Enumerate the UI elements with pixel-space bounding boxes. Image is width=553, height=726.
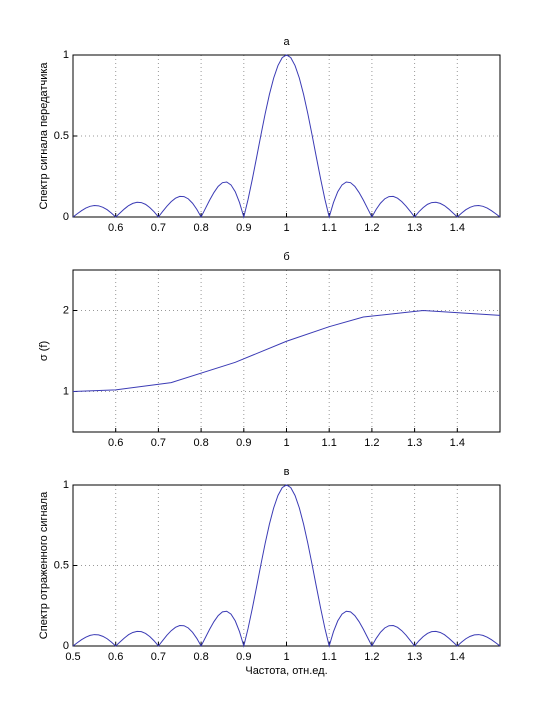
data-line [72, 54, 501, 219]
y-axis-label: Спектр отраженного сигнала [38, 491, 50, 639]
x-tick-label: 0.9 [236, 437, 251, 449]
x-tick-label: 1 [283, 437, 289, 449]
x-tick-label: 0.9 [236, 222, 251, 234]
x-tick-label: 1 [283, 222, 289, 234]
y-tick-label: 0 [63, 211, 69, 223]
y-tick-label: 0.5 [54, 559, 69, 571]
x-tick-label: 0.6 [108, 651, 123, 663]
plot-frame [72, 269, 501, 433]
chart-title: а [283, 36, 290, 48]
y-tick-label: 0 [63, 640, 69, 652]
x-tick-label: 1.1 [322, 222, 337, 234]
x-tick-label: 1.3 [407, 437, 422, 449]
x-axis-label: Частота, отн.ед. [245, 665, 327, 677]
y-tick-label: 2 [63, 304, 69, 316]
x-tick-label: 1.1 [322, 651, 337, 663]
x-tick-label: 0.7 [151, 222, 166, 234]
x-tick-label: 1.2 [364, 437, 379, 449]
x-tick-label: 1.4 [450, 222, 465, 234]
x-tick-label: 0.6 [108, 437, 123, 449]
y-tick-label: 1 [63, 479, 69, 491]
x-tick-label: 1.2 [364, 222, 379, 234]
x-tick-label: 0.9 [236, 651, 251, 663]
x-tick-label: 0.8 [193, 651, 208, 663]
chart-title: б [283, 251, 289, 263]
y-tick-label: 1 [63, 385, 69, 397]
x-tick-label: 0.7 [151, 437, 166, 449]
x-tick-label: 0.8 [193, 437, 208, 449]
y-axis-label: σ (f) [38, 341, 50, 361]
x-tick-label: 1.4 [450, 651, 465, 663]
x-tick-label: 0.5 [65, 651, 80, 663]
x-tick-label: 1.4 [450, 437, 465, 449]
data-line [72, 484, 501, 648]
x-tick-label: 1 [283, 651, 289, 663]
data-line [72, 309, 501, 392]
x-tick-label: 1.3 [407, 651, 422, 663]
y-axis-label: Спектр сигнала передатчика [38, 62, 50, 210]
x-tick-label: 0.8 [193, 222, 208, 234]
chart-title: в [284, 466, 290, 478]
y-tick-label: 1 [63, 49, 69, 61]
y-tick-label: 0.5 [54, 130, 69, 142]
x-tick-label: 1.3 [407, 222, 422, 234]
x-tick-label: 0.6 [108, 222, 123, 234]
x-tick-label: 1.1 [322, 437, 337, 449]
x-tick-label: 0.7 [151, 651, 166, 663]
x-tick-label: 1.2 [364, 651, 379, 663]
